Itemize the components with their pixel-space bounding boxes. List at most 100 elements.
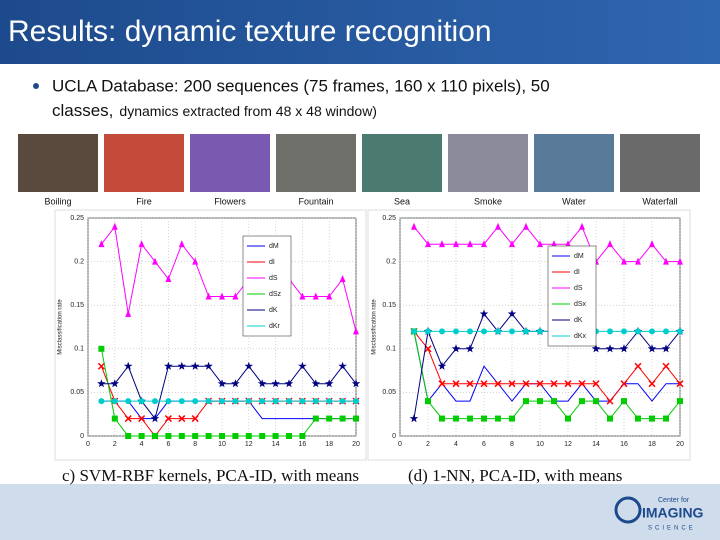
marker: [124, 415, 132, 423]
marker: [152, 398, 158, 405]
y-tick-label: 0.05: [382, 389, 396, 396]
marker: [453, 328, 459, 335]
marker: [257, 379, 267, 388]
marker: [495, 328, 501, 335]
marker: [452, 380, 460, 388]
marker: [152, 433, 158, 439]
marker: [621, 328, 627, 335]
marker: [125, 398, 132, 405]
marker: [411, 328, 417, 335]
slide-title: Results: dynamic texture recognition: [8, 15, 492, 48]
marker: [244, 361, 254, 370]
marker: [579, 222, 585, 230]
thumbnail: [448, 134, 528, 192]
marker: [165, 433, 172, 439]
marker: [522, 380, 530, 388]
thumbnail-label: Waterfall: [642, 196, 677, 206]
marker: [621, 257, 627, 265]
marker: [353, 398, 359, 405]
marker: [311, 379, 321, 388]
marker: [438, 380, 446, 388]
marker: [217, 379, 227, 388]
marker: [111, 415, 118, 422]
marker: [178, 433, 185, 439]
marker: [551, 240, 557, 248]
x-tick-label: 4: [140, 441, 144, 448]
marker: [271, 379, 280, 388]
marker: [537, 328, 543, 335]
y-tick-label: 0: [80, 433, 84, 440]
marker: [299, 292, 306, 300]
marker: [480, 380, 488, 388]
marker: [467, 240, 473, 248]
marker: [165, 398, 172, 405]
marker: [338, 361, 347, 370]
marker: [138, 433, 145, 439]
marker: [272, 433, 279, 439]
marker: [663, 415, 669, 422]
marker: [245, 398, 252, 405]
marker: [312, 398, 319, 405]
marker: [123, 361, 133, 370]
marker: [453, 415, 459, 422]
x-tick-label: 2: [113, 441, 117, 448]
y-tick-label: 0.05: [70, 389, 84, 396]
y-axis-label: Misclassification rate: [372, 299, 378, 355]
marker: [467, 328, 473, 335]
marker: [439, 328, 445, 335]
x-tick-label: 20: [352, 441, 360, 448]
marker: [537, 398, 543, 405]
marker: [178, 398, 185, 405]
marker: [353, 415, 359, 422]
marker: [537, 240, 543, 248]
x-tick-label: 14: [592, 441, 600, 448]
marker: [97, 362, 105, 370]
legend-label: dKr: [269, 323, 281, 330]
marker: [232, 398, 239, 405]
marker: [481, 415, 487, 422]
x-tick-label: 8: [193, 441, 197, 448]
marker: [677, 398, 683, 405]
marker: [339, 398, 346, 405]
logo-text: IMAGING: [642, 505, 704, 521]
marker: [676, 380, 684, 388]
marker: [219, 433, 225, 439]
legend-label: dK: [269, 307, 278, 314]
footer-band: [0, 484, 720, 540]
marker: [272, 398, 279, 405]
marker: [326, 292, 333, 300]
marker: [509, 240, 515, 248]
marker: [439, 240, 445, 248]
marker: [565, 240, 571, 248]
marker: [259, 398, 266, 405]
y-tick-label: 0: [392, 433, 396, 440]
marker: [507, 309, 517, 318]
marker: [245, 433, 252, 439]
x-tick-label: 14: [272, 441, 280, 448]
marker: [635, 257, 641, 265]
marker: [564, 380, 572, 388]
marker: [425, 328, 431, 335]
title-bar: [0, 0, 720, 64]
x-tick-label: 18: [325, 441, 333, 448]
chart-caption: (d) 1-NN, PCA-ID, with means: [408, 466, 622, 485]
y-tick-label: 0.2: [74, 258, 84, 265]
marker: [111, 398, 118, 405]
marker: [232, 292, 239, 300]
marker: [662, 362, 670, 370]
legend-label: dKx: [574, 333, 587, 340]
marker: [164, 361, 173, 370]
y-tick-label: 0.1: [74, 346, 84, 353]
marker: [205, 433, 212, 439]
marker: [326, 415, 333, 422]
series-line: [413, 331, 680, 403]
marker: [192, 257, 199, 265]
x-tick-label: 16: [620, 441, 628, 448]
marker: [178, 415, 186, 423]
marker: [451, 344, 461, 353]
marker: [425, 398, 431, 405]
marker: [125, 433, 132, 439]
marker: [508, 380, 516, 388]
marker: [351, 379, 361, 388]
marker: [411, 222, 417, 230]
